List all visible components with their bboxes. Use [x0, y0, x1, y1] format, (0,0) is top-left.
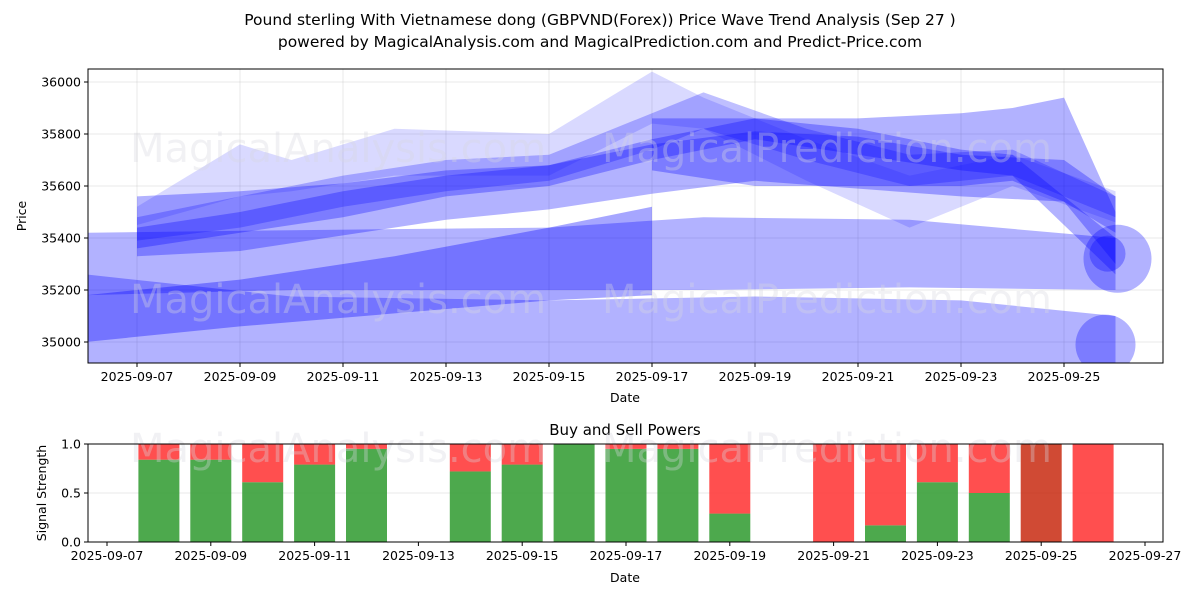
price-wave-bands — [88, 71, 1152, 363]
x-tick-label: 2025-09-07 — [101, 369, 174, 384]
sell-bar — [138, 444, 180, 460]
sell-bar — [242, 444, 284, 483]
y-tick-label: 36000 — [41, 75, 81, 90]
buy-bar — [553, 444, 595, 542]
x-tick-label: 2025-09-19 — [719, 369, 792, 384]
x-tick-label: 2025-09-15 — [513, 369, 586, 384]
watermark-group: MagicalAnalysis.com MagicalPrediction.co… — [130, 426, 1052, 472]
wave-high-envelope — [652, 97, 1116, 233]
y-tick-label: 35200 — [41, 283, 81, 298]
buy-bar — [865, 525, 906, 542]
signal-bars — [138, 444, 1114, 542]
buy-bar — [501, 464, 543, 542]
wave-long-mid — [88, 217, 1116, 296]
price-plot-frame — [87, 68, 1164, 364]
wave-end-cap — [1089, 235, 1126, 272]
watermark: MagicalAnalysis.com — [130, 426, 546, 472]
price-y-axis-label: Price — [14, 200, 29, 231]
signal-y-axis-label: Signal Strength — [34, 445, 49, 541]
x-tick-label: 2025-09-17 — [590, 548, 663, 563]
buy-bar — [449, 471, 491, 542]
chart-title: Pound sterling With Vietnamese dong (GBP… — [244, 11, 956, 29]
x-tick-label: 2025-09-11 — [278, 548, 351, 563]
wave-thick-low — [88, 206, 652, 342]
wave-band-4 — [137, 118, 1116, 275]
sell-bar — [605, 444, 647, 449]
sell-bar — [916, 444, 958, 483]
x-tick-label: 2025-09-27 — [1109, 548, 1182, 563]
buy-bar — [138, 459, 180, 542]
x-tick-label: 2025-09-09 — [204, 369, 277, 384]
price-grid — [88, 69, 1163, 363]
sell-bar — [501, 444, 543, 465]
x-tick-label: 2025-09-25 — [1028, 369, 1101, 384]
sell-bar — [813, 444, 855, 542]
x-tick-label: 2025-09-13 — [382, 548, 455, 563]
x-tick-label: 2025-09-15 — [486, 548, 559, 563]
sell-bar — [190, 444, 232, 460]
wave-end-cap — [1083, 224, 1152, 293]
sell-bar — [449, 444, 491, 472]
buy-bar — [605, 448, 647, 542]
x-tick-label: 2025-09-23 — [925, 369, 998, 384]
price-x-axis: 2025-09-07 2025-09-09 2025-09-11 2025-09-13… — [101, 363, 1101, 384]
y-tick-label: 35600 — [41, 179, 81, 194]
sell-bar — [294, 444, 336, 465]
buy-bar — [346, 448, 387, 542]
buy-bar — [294, 464, 336, 542]
y-tick-label: 0.5 — [61, 486, 81, 501]
signal-y-axis: 0.0 0.5 1.0 — [61, 437, 88, 550]
buy-bar — [657, 448, 699, 542]
x-tick-label: 2025-09-07 — [71, 548, 144, 563]
sell-bar — [865, 444, 906, 526]
buy-sell-title: Buy and Sell Powers — [549, 421, 701, 439]
watermark: MagicalPrediction.com — [602, 126, 1052, 172]
buy-bar — [242, 482, 284, 542]
buy-bar — [709, 513, 751, 542]
x-tick-label: 2025-09-09 — [174, 548, 247, 563]
watermark-group: MagicalAnalysis.com MagicalPrediction.co… — [130, 126, 1052, 323]
sell-bar — [657, 444, 699, 449]
x-tick-label: 2025-09-21 — [822, 369, 895, 384]
chart-subtitle: powered by MagicalAnalysis.com and Magic… — [277, 33, 923, 51]
x-tick-label: 2025-09-25 — [1005, 548, 1078, 563]
y-tick-label: 35400 — [41, 231, 81, 246]
watermark: MagicalAnalysis.com — [130, 277, 546, 323]
sell-bar — [709, 444, 751, 514]
sell-bar — [346, 444, 387, 449]
sell-bar — [1072, 444, 1114, 542]
wave-band-1 — [137, 131, 1116, 264]
y-tick-label: 1.0 — [61, 437, 81, 452]
wave-long-low — [88, 274, 1116, 363]
watermark: MagicalPrediction.com — [602, 426, 1052, 472]
buy-bar — [916, 482, 958, 542]
x-tick-label: 2025-09-23 — [901, 548, 974, 563]
x-tick-label: 2025-09-19 — [693, 548, 766, 563]
sell-bar — [968, 444, 1010, 493]
price-x-axis-label: Date — [610, 390, 640, 405]
y-tick-label: 0.0 — [61, 535, 81, 550]
x-tick-label: 2025-09-21 — [797, 548, 870, 563]
wave-band-2 — [137, 71, 1116, 228]
x-tick-label: 2025-09-17 — [616, 369, 689, 384]
wave-end-cap — [1075, 314, 1136, 363]
buy-bar — [190, 459, 232, 542]
watermark: MagicalPrediction.com — [602, 277, 1052, 323]
signal-x-axis: 2025-09-07 2025-09-09 2025-09-11 2025-09-13… — [71, 542, 1182, 563]
strong-sell-bar — [1020, 444, 1062, 542]
price-y-axis: 35000 35200 35400 35600 35800 36000 — [41, 75, 88, 350]
x-tick-label: 2025-09-13 — [410, 369, 483, 384]
y-tick-label: 35000 — [41, 335, 81, 350]
buy-bar — [968, 493, 1010, 542]
watermark: MagicalAnalysis.com — [130, 126, 546, 172]
signal-x-axis-label: Date — [610, 570, 640, 585]
y-tick-label: 35800 — [41, 127, 81, 142]
wave-band-3 — [137, 92, 1116, 241]
x-tick-label: 2025-09-11 — [307, 369, 380, 384]
